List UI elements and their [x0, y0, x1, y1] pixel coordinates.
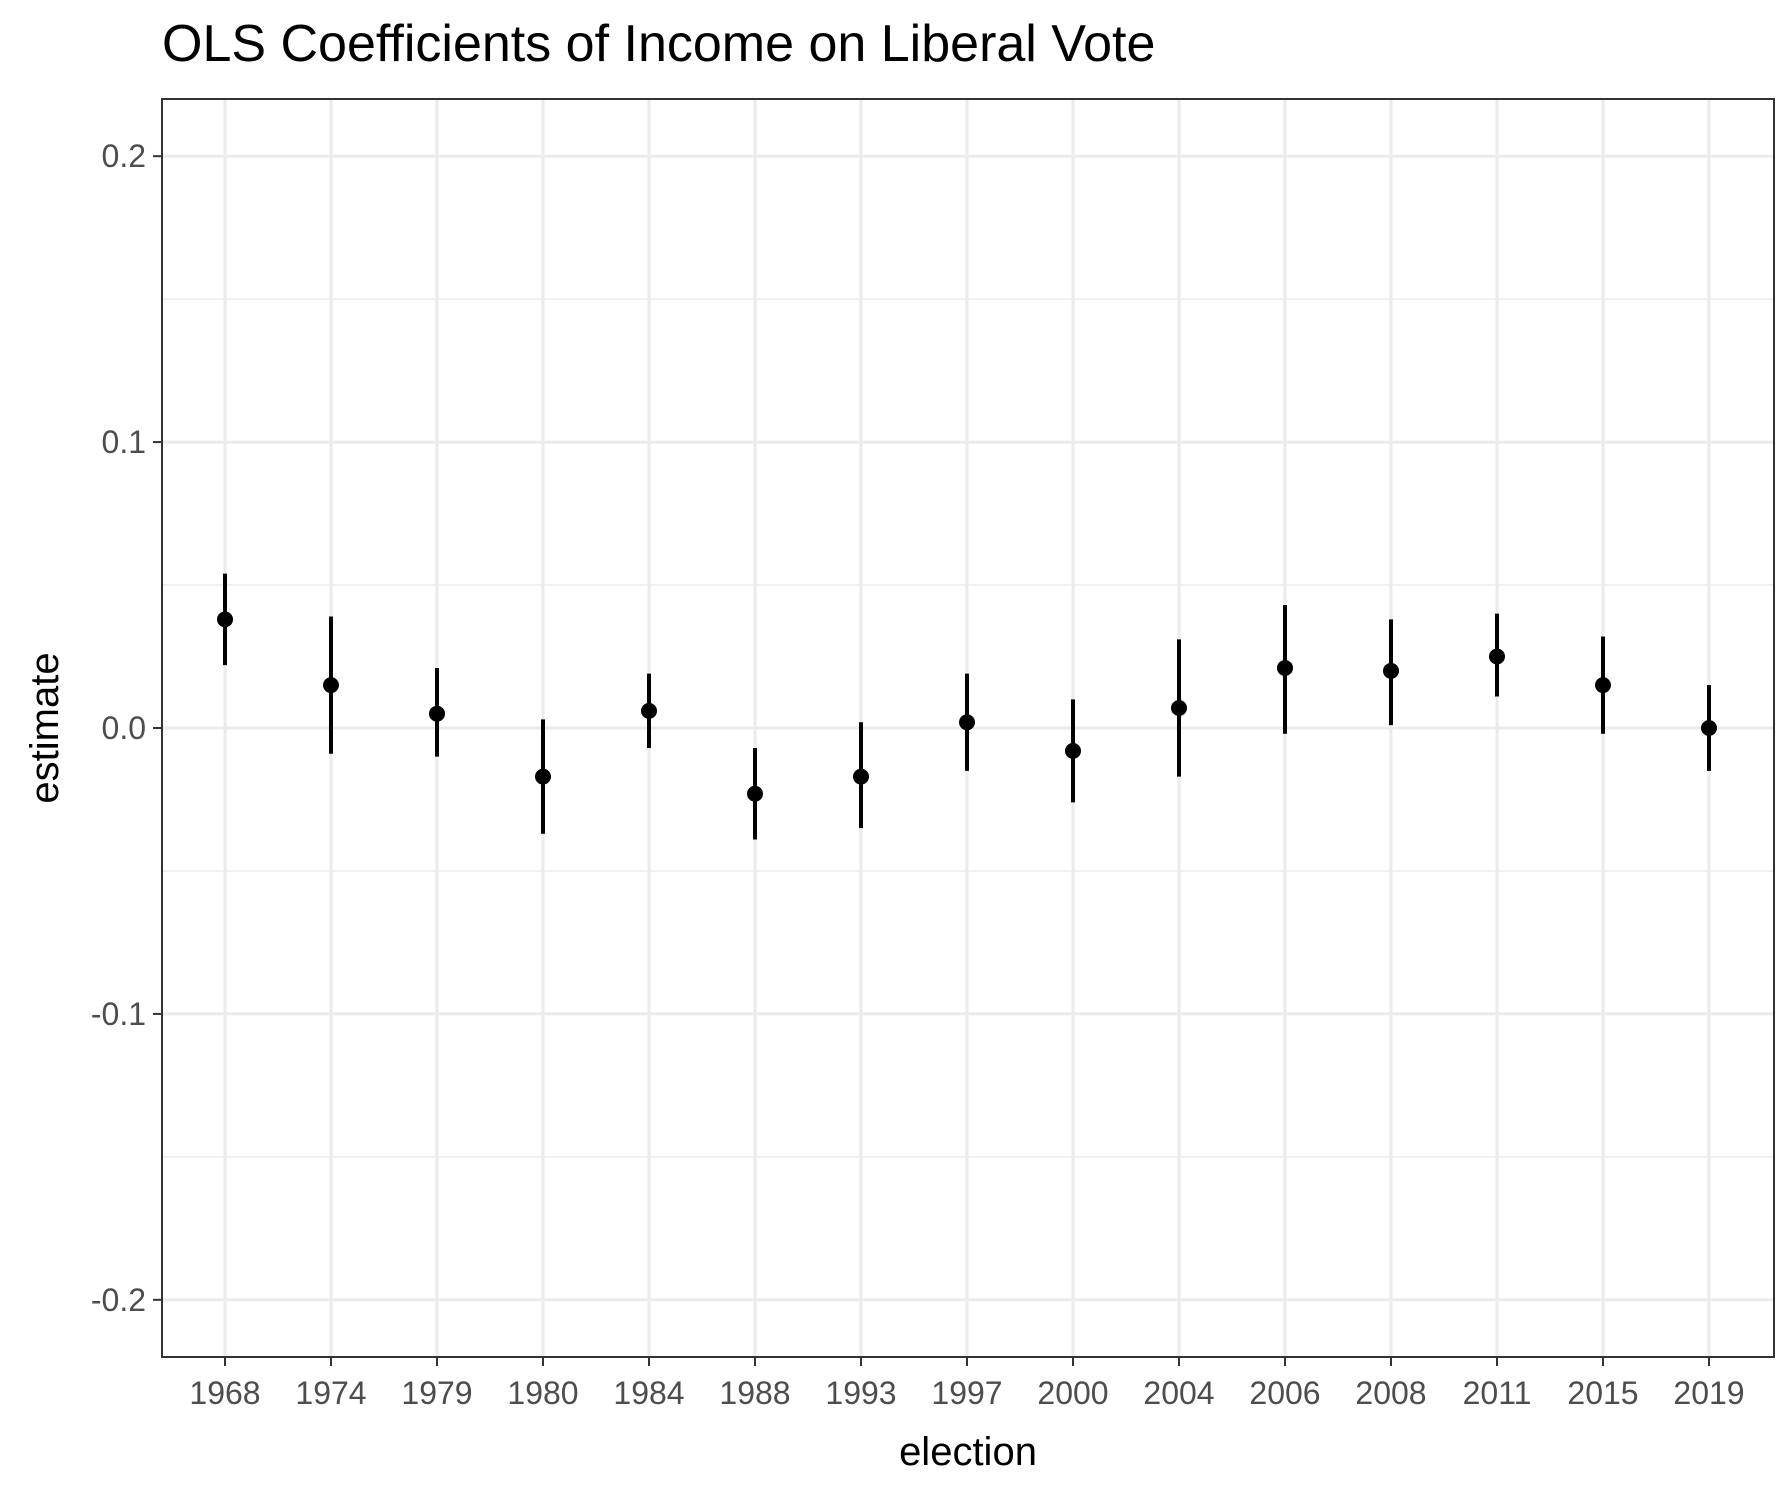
x-axis: 1968 1974 1979 1980 1984 1988 1993 1997 2000 2004… [189, 1357, 1745, 1411]
x-tick-label: 1997 [931, 1375, 1002, 1411]
y-tick-label: 0.0 [102, 710, 146, 746]
x-tick-label: 1984 [613, 1375, 684, 1411]
x-tick-label: 1993 [825, 1375, 896, 1411]
point-2004 [1171, 699, 1187, 716]
y-tick-label: 0.1 [102, 424, 146, 460]
point-1974 [323, 677, 339, 694]
point-1980 [535, 768, 551, 785]
point-2011 [1489, 648, 1505, 665]
x-tick-label: 1979 [401, 1375, 472, 1411]
y-tick-label: 0.2 [102, 138, 146, 174]
x-tick-label: 2015 [1567, 1375, 1638, 1411]
x-tick-label: 2000 [1037, 1375, 1108, 1411]
point-2008 [1383, 662, 1399, 679]
point-1993 [853, 768, 869, 785]
chart-title: OLS Coefficients of Income on Liberal Vo… [162, 15, 1156, 73]
point-1968 [217, 611, 233, 628]
x-tick-label: 2011 [1463, 1375, 1532, 1411]
point-1979 [429, 705, 445, 722]
y-axis: -0.2 -0.1 0.0 0.1 0.2 [91, 138, 162, 1318]
point-1984 [641, 702, 657, 719]
x-tick-label: 1988 [719, 1375, 790, 1411]
point-1997 [959, 714, 975, 731]
point-2000 [1065, 742, 1081, 759]
x-tick-label: 1974 [295, 1375, 366, 1411]
x-tick-label: 2008 [1355, 1375, 1426, 1411]
x-tick-label: 2004 [1143, 1375, 1214, 1411]
point-2006 [1277, 659, 1293, 676]
x-tick-label: 2019 [1673, 1375, 1744, 1411]
point-1988 [747, 785, 763, 802]
point-2019 [1701, 720, 1717, 736]
x-tick-label: 2006 [1249, 1375, 1320, 1411]
x-tick-label: 1968 [189, 1375, 260, 1411]
estimate-points [217, 611, 1717, 802]
point-2015 [1595, 677, 1611, 694]
y-tick-label: -0.2 [91, 1282, 146, 1318]
x-axis-label: election [899, 1430, 1037, 1474]
y-tick-label: -0.1 [91, 996, 146, 1032]
y-axis-label: estimate [23, 652, 67, 803]
x-tick-label: 1980 [507, 1375, 578, 1411]
